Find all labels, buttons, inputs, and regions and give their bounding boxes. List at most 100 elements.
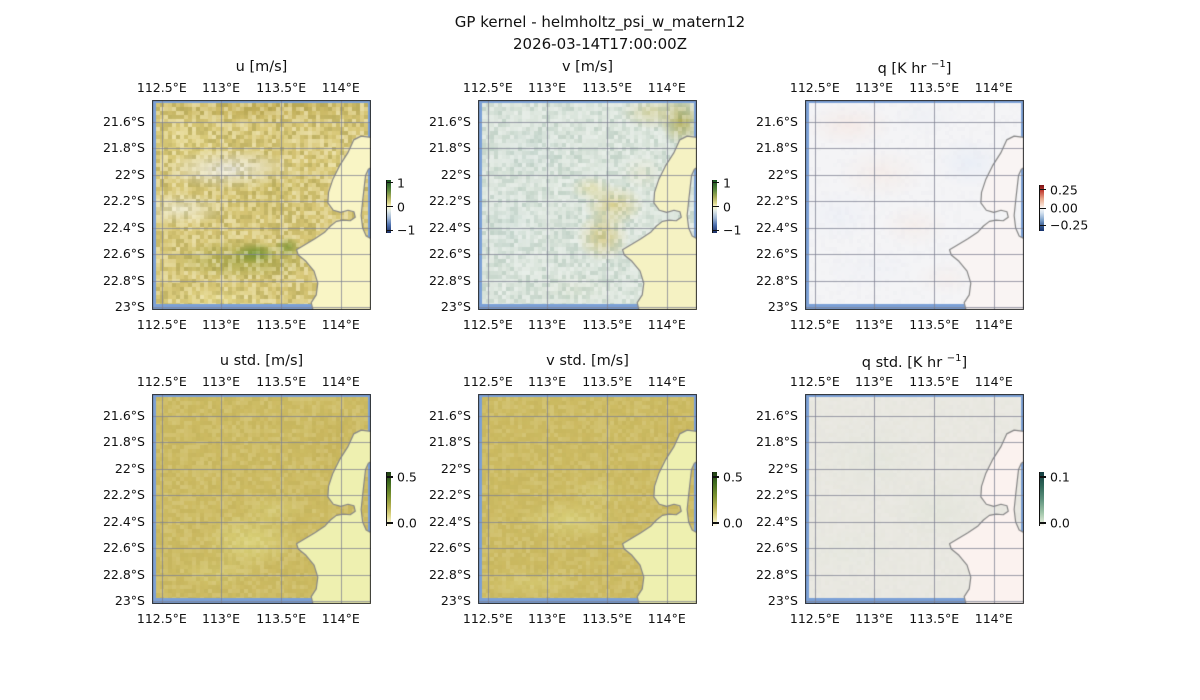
colorbar-u-std [386,472,393,526]
lat-tick-q: 22.2°S [755,193,798,208]
lon-tick-bottom-v: 113.5°E [582,317,633,332]
colorbar-label-q-std: 0.1 [1050,469,1070,485]
lon-tick-bottom-v-std: 112.5°E [462,611,513,626]
lat-tick-u: 22.6°S [102,245,145,261]
lon-tick-bottom-q-std: 114°E [974,611,1013,626]
map-v [478,100,697,310]
lon-tick-top-q-std: 113°E [854,374,893,389]
lat-tick-u-std: 22°S [114,460,145,476]
lat-tick-q-std: 21.6°S [755,408,798,424]
lat-tick-u-std: 22.8°S [102,567,145,583]
lon-tick-bottom-q-std: 113.5°E [909,611,960,626]
lat-tick-v: 22.4°S [428,220,471,236]
lon-tick-top-u: 113.5°E [256,80,307,95]
colorbar-tick-v [712,229,719,232]
lon-tick-top-u: 113°E [201,80,240,95]
colorbar-tick-v-std [712,522,719,524]
lon-tick-bottom-u: 112.5°E [136,317,187,332]
colorbar-label-v: 1 [723,175,731,191]
colorbar-v [712,180,719,233]
colorbar-tick-u [386,229,393,232]
colorbar-label-v-std: 0.0 [723,515,743,531]
panel-title-v-std: v std. [m/s] [546,353,629,369]
lat-tick-v-std: 21.8°S [428,434,471,450]
lat-tick-u: 21.6°S [102,114,145,130]
lon-tick-top-v-std: 112.5°E [462,374,513,389]
lat-tick-q-std: 23°S [767,593,798,609]
lat-tick-u-std: 21.6°S [102,408,145,424]
lon-tick-bottom-v-std: 113°E [527,611,566,626]
figure-title: GP kernel - helmholtz_psi_w_matern12 [454,13,746,31]
colorbar-q [1039,185,1046,231]
lon-tick-top-q-std: 114°E [974,374,1013,389]
lat-tick-v-std: 22.4°S [428,514,471,530]
colorbar-tick-q [1039,224,1046,227]
lat-tick-q-std: 22.4°S [755,514,798,530]
colorbar-label-q: −0.25 [1050,217,1089,233]
lon-tick-bottom-u: 113°E [201,317,240,332]
lat-tick-u-std: 21.8°S [102,434,145,450]
lon-tick-top-u-std: 113°E [201,374,240,389]
lon-tick-top-u-std: 114°E [321,374,360,389]
lon-tick-top-q: 114°E [974,80,1013,95]
colorbar-q-std [1039,472,1046,526]
map-v-std [478,394,697,604]
lat-tick-u-std: 23°S [114,593,145,609]
colorbar-tick-q [1039,189,1046,191]
lat-tick-q-std: 22.8°S [755,567,798,583]
lat-tick-q: 22.8°S [755,273,798,289]
lon-tick-bottom-u: 114°E [321,317,360,332]
panel-title-u: u [m/s] [235,59,288,75]
lat-tick-v: 22°S [440,166,471,182]
lat-tick-u: 22.8°S [102,273,145,289]
lon-tick-top-v-std: 114°E [647,374,686,389]
colorbar-tick-q-std [1039,476,1046,478]
lon-tick-top-v: 114°E [647,80,686,95]
lon-tick-top-u-std: 113.5°E [256,374,307,389]
colorbar-u [386,180,393,233]
lat-tick-u-std: 22.6°S [102,539,145,555]
map-q [805,100,1024,310]
lon-tick-top-v-std: 113°E [527,374,566,389]
lat-tick-q: 21.6°S [755,114,798,130]
lon-tick-top-v: 113.5°E [582,80,633,95]
panel-title-u-std: u std. [m/s] [219,353,304,369]
lat-tick-v-std: 22.6°S [428,539,471,555]
map-q-std [805,394,1024,604]
lon-tick-top-q: 112.5°E [789,80,840,95]
lat-tick-v-std: 22°S [440,460,471,476]
lon-tick-bottom-v-std: 114°E [647,611,686,626]
lat-tick-v-std: 22.2°S [428,487,471,502]
colorbar-tick-v-std [712,476,719,478]
lat-tick-u: 22.4°S [102,220,145,236]
lon-tick-bottom-v: 114°E [647,317,686,332]
lat-tick-v-std: 22.8°S [428,567,471,583]
lon-tick-bottom-q: 113.5°E [909,317,960,332]
colorbar-label-q-std: 0.0 [1050,515,1070,531]
colorbar-tick-v [712,182,719,184]
lat-tick-u: 23°S [114,299,145,315]
lon-tick-bottom-v: 112.5°E [462,317,513,332]
lat-tick-v: 21.6°S [428,114,471,130]
lat-tick-q-std: 21.8°S [755,434,798,450]
lat-tick-u: 22.2°S [102,193,145,208]
lon-tick-top-u: 114°E [321,80,360,95]
lat-tick-q: 23°S [767,299,798,315]
lon-tick-bottom-v-std: 113.5°E [582,611,633,626]
figure-timestamp: 2026-03-14T17:00:00Z [513,35,687,53]
colorbar-label-u-std: 0.0 [397,515,417,531]
superscript: −1 [930,59,946,70]
lat-tick-u-std: 22.2°S [102,487,145,502]
lat-tick-q: 22.4°S [755,220,798,236]
lon-tick-top-u: 112.5°E [136,80,187,95]
lon-tick-top-u-std: 112.5°E [136,374,187,389]
lon-tick-bottom-q: 112.5°E [789,317,840,332]
lon-tick-top-v-std: 113.5°E [582,374,633,389]
lon-tick-bottom-u: 113.5°E [256,317,307,332]
colorbar-label-v-std: 0.5 [723,469,743,485]
lat-tick-v: 21.8°S [428,140,471,156]
lat-tick-v-std: 21.6°S [428,408,471,424]
lon-tick-top-q: 113.5°E [909,80,960,95]
lon-tick-bottom-q: 113°E [854,317,893,332]
